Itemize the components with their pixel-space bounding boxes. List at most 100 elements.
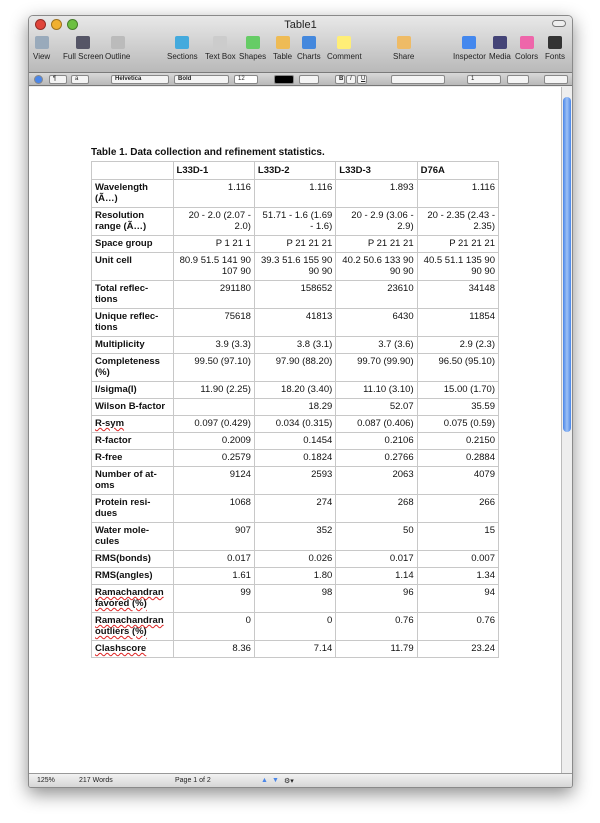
bold-button[interactable]: B — [335, 75, 345, 84]
underline-button[interactable]: U — [357, 75, 367, 84]
table-cell[interactable]: 1.116 — [253, 179, 337, 208]
table-cell[interactable]: 3.8 (3.1) — [253, 336, 337, 354]
table-cell[interactable]: 96.50 (95.10) — [416, 353, 500, 382]
table-cell[interactable]: 2063 — [335, 466, 418, 495]
table-cell[interactable]: 15 — [416, 522, 500, 551]
table-cell[interactable]: 6430 — [335, 308, 418, 337]
paragraph-style-select[interactable]: ¶ — [49, 75, 67, 84]
table-cell[interactable]: 4079 — [416, 466, 500, 495]
close-button[interactable] — [35, 19, 46, 30]
table-cell[interactable]: 35.59 — [416, 398, 500, 416]
table-cell[interactable]: 0 — [253, 612, 337, 641]
list-style-select[interactable] — [544, 75, 568, 84]
table-cell[interactable]: 1.893 — [335, 179, 418, 208]
table-cell[interactable]: P 21 21 21 — [335, 235, 418, 253]
minimize-button[interactable] — [51, 19, 62, 30]
zoom-select[interactable]: 125% — [37, 777, 55, 784]
table-cell[interactable]: 9124 — [172, 466, 255, 495]
table-cell[interactable]: 0.2579 — [172, 449, 255, 467]
highlight-color-well[interactable] — [299, 75, 319, 84]
table-cell[interactable]: 0.2009 — [172, 432, 255, 450]
table-cell[interactable]: 3.9 (3.3) — [172, 336, 255, 354]
document-canvas[interactable]: Table 1. Data collection and refinement … — [29, 87, 562, 774]
table-cell[interactable]: 0.075 (0.59) — [416, 415, 500, 433]
zoom-button[interactable] — [67, 19, 78, 30]
invisibles-icon[interactable] — [34, 75, 43, 84]
table-cell[interactable]: P 21 21 21 — [253, 235, 337, 253]
toolbar-view-button[interactable]: View — [33, 36, 50, 61]
table-cell[interactable]: 41813 — [253, 308, 337, 337]
font-family-select[interactable]: Helvetica — [111, 75, 169, 84]
table-cell[interactable]: 0.026 — [253, 550, 337, 568]
table-cell[interactable]: 158652 — [253, 280, 337, 309]
toolbar-colors-button[interactable]: Colors — [515, 36, 538, 61]
toolbar-toggle-button[interactable] — [552, 20, 566, 27]
table-cell[interactable]: 75618 — [172, 308, 255, 337]
table-cell[interactable]: 274 — [253, 494, 337, 523]
table-cell[interactable]: 20 - 2.0 (2.07 - 2.0) — [172, 207, 255, 236]
scroll-thumb[interactable] — [563, 97, 571, 432]
toolbar-outline-button[interactable]: Outline — [105, 36, 130, 61]
table-cell[interactable]: 0.1824 — [253, 449, 337, 467]
table-cell[interactable]: 20 - 2.9 (3.06 - 2.9) — [335, 207, 418, 236]
table-cell[interactable] — [172, 398, 255, 416]
table-cell[interactable]: 20 - 2.35 (2.43 - 2.35) — [416, 207, 500, 236]
table-cell[interactable]: 0.1454 — [253, 432, 337, 450]
table-cell[interactable]: 1.116 — [172, 179, 255, 208]
table-cell[interactable]: 39.3 51.6 155 90 90 90 — [253, 252, 337, 281]
toolbar-shapes-button[interactable]: Shapes — [239, 36, 266, 61]
statistics-table[interactable]: L33D-1 L33D-2 L33D-3 D76A Wavelength (Ã…) 1.1… — [91, 161, 500, 658]
table-cell[interactable]: P 21 21 21 — [416, 235, 500, 253]
font-size-field[interactable]: 12 — [234, 75, 258, 84]
table-cell[interactable]: 23610 — [335, 280, 418, 309]
table-cell[interactable]: 266 — [416, 494, 500, 523]
font-weight-select[interactable]: Bold — [174, 75, 229, 84]
table-cell[interactable]: 11.90 (2.25) — [172, 381, 255, 399]
table-cell[interactable]: 11.10 (3.10) — [335, 381, 418, 399]
table-cell[interactable]: 0.017 — [172, 550, 255, 568]
table-cell[interactable]: 8.36 — [172, 640, 255, 658]
table-cell[interactable]: 1.116 — [416, 179, 500, 208]
table-cell[interactable]: 11.79 — [335, 640, 418, 658]
gear-icon[interactable]: ⚙▾ — [284, 778, 294, 785]
table-cell[interactable]: 15.00 (1.70) — [416, 381, 500, 399]
table-cell[interactable]: 40.2 50.6 133 90 90 90 — [335, 252, 418, 281]
table-cell[interactable]: 907 — [172, 522, 255, 551]
toolbar-table-button[interactable]: Table — [273, 36, 292, 61]
italic-button[interactable]: I — [346, 75, 356, 84]
table-cell[interactable]: 0.2106 — [335, 432, 418, 450]
toolbar-comment-button[interactable]: Comment — [327, 36, 362, 61]
table-cell[interactable]: 99.70 (99.90) — [335, 353, 418, 382]
table-cell[interactable]: 0.2766 — [335, 449, 418, 467]
table-cell[interactable]: 0 — [172, 612, 255, 641]
columns-select[interactable] — [507, 75, 529, 84]
table-cell[interactable]: 50 — [335, 522, 418, 551]
toolbar-fonts-button[interactable]: Fonts — [545, 36, 565, 61]
table-cell[interactable]: 1068 — [172, 494, 255, 523]
table-cell[interactable]: 18.20 (3.40) — [253, 381, 337, 399]
table-cell[interactable]: 94 — [416, 584, 500, 613]
table-cell[interactable]: 51.71 - 1.6 (1.69 - 1.6) — [253, 207, 337, 236]
table-cell[interactable]: 2.9 (2.3) — [416, 336, 500, 354]
page-down-icon[interactable]: ▼ — [272, 777, 279, 784]
table-cell[interactable]: 1.34 — [416, 567, 500, 585]
table-cell[interactable]: 7.14 — [253, 640, 337, 658]
toolbar-full-screen-button[interactable]: Full Screen — [63, 36, 103, 61]
table-cell[interactable]: 34148 — [416, 280, 500, 309]
table-cell[interactable]: 40.5 51.1 135 90 90 90 — [416, 252, 500, 281]
line-spacing-select[interactable]: 1 — [467, 75, 501, 84]
table-cell[interactable]: 1.14 — [335, 567, 418, 585]
table-cell[interactable]: 0.76 — [416, 612, 500, 641]
table-cell[interactable]: 80.9 51.5 141 90 107 90 — [172, 252, 255, 281]
table-cell[interactable]: 0.017 — [335, 550, 418, 568]
table-cell[interactable]: 0.2884 — [416, 449, 500, 467]
table-cell[interactable]: 23.24 — [416, 640, 500, 658]
table-cell[interactable]: 11854 — [416, 308, 500, 337]
table-cell[interactable]: 97.90 (88.20) — [253, 353, 337, 382]
table-cell[interactable]: 2593 — [253, 466, 337, 495]
table-cell[interactable]: 0.034 (0.315) — [253, 415, 337, 433]
table-cell[interactable]: 1.61 — [172, 567, 255, 585]
table-cell[interactable]: 1.80 — [253, 567, 337, 585]
table-cell[interactable]: 291180 — [172, 280, 255, 309]
toolbar-inspector-button[interactable]: Inspector — [453, 36, 486, 61]
